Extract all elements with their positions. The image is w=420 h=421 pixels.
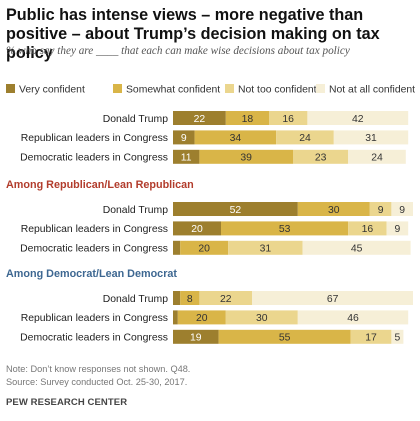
data-label: 19 — [190, 333, 202, 344]
data-label: 55 — [279, 333, 291, 344]
group-heading: Among Democrat/Lean Democrat — [6, 268, 177, 280]
row-label: Democratic leaders in Congress — [20, 244, 168, 255]
data-label: 20 — [196, 313, 208, 324]
data-label: 8 — [187, 294, 193, 305]
bar-segment — [252, 291, 413, 305]
bar-segment — [177, 310, 226, 325]
row-label: Republican leaders in Congress — [21, 313, 168, 324]
data-label: 24 — [299, 133, 311, 144]
data-label: 24 — [371, 153, 383, 164]
data-label: 11 — [181, 153, 192, 164]
data-label: 46 — [347, 313, 359, 324]
bar-segment — [173, 310, 178, 325]
brand-label: PEW RESEARCH CENTER — [6, 397, 128, 408]
data-label: 16 — [282, 114, 294, 125]
data-label: 9 — [181, 133, 187, 144]
chart-note: Note: Don’t know responses not shown. Q4… — [6, 364, 191, 374]
bar-segment — [297, 310, 409, 325]
row-label: Republican leaders in Congress — [21, 224, 168, 235]
data-label: 9 — [399, 205, 405, 216]
bar-segment — [225, 310, 298, 325]
bar-segment — [194, 130, 277, 145]
data-label: 30 — [256, 313, 268, 324]
bar-segment — [199, 291, 253, 305]
row-label: Democratic leaders in Congress — [20, 153, 168, 164]
data-label: 17 — [365, 333, 377, 344]
bar-segment — [348, 149, 406, 164]
data-label: 31 — [365, 133, 377, 144]
chart-subtitle: % who say they are ____ that each can ma… — [6, 45, 350, 57]
bar-segment — [221, 221, 349, 236]
bar-segment — [386, 221, 409, 236]
legend-label: Not at all confident — [329, 85, 415, 96]
bar-segment — [173, 240, 181, 255]
data-label: 5 — [395, 333, 401, 344]
chart-source: Source: Survey conducted Oct. 25-30, 201… — [6, 377, 188, 387]
bar-segment — [391, 202, 413, 216]
bar-segment — [173, 202, 298, 216]
bar-segment — [297, 202, 370, 216]
data-label: 9 — [378, 205, 384, 216]
bar-segment — [173, 329, 219, 344]
bar-segment — [307, 111, 409, 125]
bar-segment — [293, 149, 349, 164]
bar-segment — [173, 149, 200, 164]
data-label: 30 — [328, 205, 340, 216]
bar-segment — [350, 329, 392, 344]
chart-title: Public has intense views – more negative… — [6, 6, 380, 62]
data-label: 53 — [279, 224, 291, 235]
bar-segment — [391, 329, 404, 344]
data-label: 22 — [220, 294, 232, 305]
bar-segment — [199, 149, 293, 164]
data-label: 52 — [230, 205, 242, 216]
data-label: 67 — [327, 294, 339, 305]
legend-label: Very confident — [19, 85, 85, 96]
bar-segment — [225, 111, 269, 125]
bar-segment — [348, 221, 387, 236]
data-label: 23 — [315, 153, 327, 164]
bar-segment — [180, 240, 229, 255]
bar-segment — [218, 329, 351, 344]
bar-segment — [302, 240, 411, 255]
bar-segment — [276, 130, 334, 145]
data-label: 34 — [230, 133, 242, 144]
row-label: Democratic leaders in Congress — [20, 333, 168, 344]
data-label: 20 — [191, 224, 203, 235]
row-label: Donald Trump — [103, 114, 168, 125]
bar-segment — [269, 111, 308, 125]
legend-swatch — [316, 84, 325, 93]
data-label: 18 — [242, 114, 254, 125]
data-label: 22 — [194, 114, 206, 125]
bar-segment — [333, 130, 409, 145]
data-label: 39 — [240, 153, 252, 164]
legend-label: Somewhat confident — [126, 85, 220, 96]
bar-segment — [180, 291, 200, 305]
group-heading: Among Republican/Lean Republican — [6, 179, 194, 191]
stacked-bar-chart: Very confident Somewhat confident Not too … — [6, 84, 415, 344]
bar-segment — [173, 221, 221, 236]
row-label: Donald Trump — [103, 205, 168, 216]
legend-swatch — [113, 84, 122, 93]
bar-segment — [173, 130, 195, 145]
data-label: 9 — [395, 224, 401, 235]
row-label: Republican leaders in Congress — [21, 133, 168, 144]
row-label: Donald Trump — [103, 294, 168, 305]
legend-label: Not too confident — [238, 85, 317, 96]
legend-swatch — [225, 84, 234, 93]
bar-segment — [228, 240, 303, 255]
data-label: 16 — [362, 224, 374, 235]
data-label: 20 — [198, 244, 210, 255]
bar-segment — [173, 291, 181, 305]
bar-segment — [369, 202, 392, 216]
bar-segment — [173, 111, 226, 125]
data-label: 45 — [351, 244, 363, 255]
data-label: 31 — [260, 244, 272, 255]
data-label: 42 — [352, 114, 364, 125]
legend-swatch — [6, 84, 15, 93]
